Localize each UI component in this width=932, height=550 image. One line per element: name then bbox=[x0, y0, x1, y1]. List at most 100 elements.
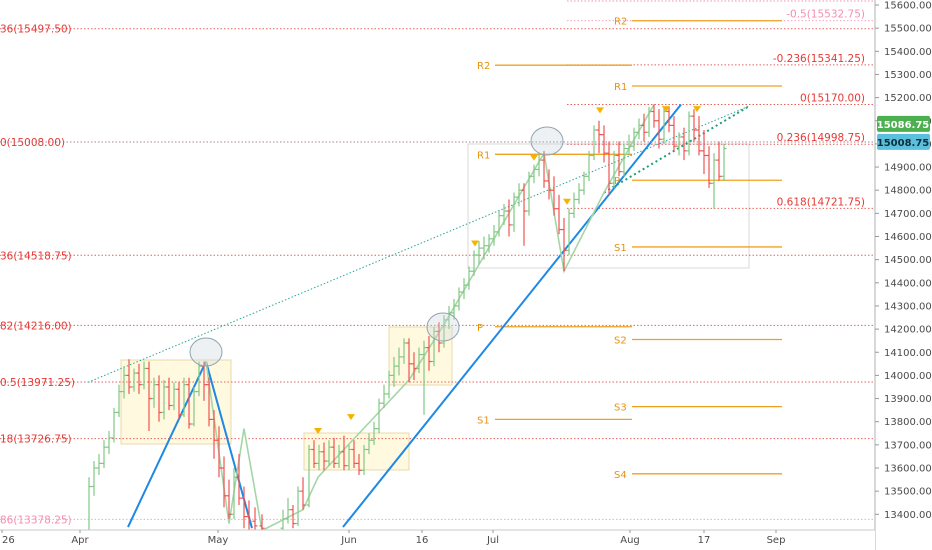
uptrend-1 bbox=[127, 361, 207, 528]
price-bar bbox=[300, 477, 306, 510]
price-bar bbox=[161, 380, 167, 420]
price-bar bbox=[661, 106, 667, 144]
price-bar bbox=[131, 368, 137, 392]
pivot-level-label: R2 bbox=[614, 17, 627, 28]
price-bar bbox=[381, 384, 387, 408]
price-bar bbox=[406, 338, 412, 383]
fib-level-label: 0.236(14998.75) bbox=[777, 132, 865, 144]
price-bar bbox=[416, 347, 422, 374]
pivot-level-label: P bbox=[477, 323, 483, 334]
pivot-level-label: R1 bbox=[614, 82, 627, 93]
price-bar bbox=[606, 141, 612, 195]
price-tick-label: 14500.00 bbox=[884, 255, 932, 266]
price-tick-label: 14900.00 bbox=[884, 163, 932, 174]
price-tag bbox=[877, 115, 930, 132]
fib-level-label: 86(13378.25) bbox=[0, 514, 72, 526]
pivot-level-label: S1 bbox=[477, 415, 490, 426]
price-tick-label: 14100.00 bbox=[884, 348, 932, 359]
pivot-level-label: R2 bbox=[477, 61, 490, 72]
price-bar bbox=[591, 125, 597, 161]
time-tick-label: Jun bbox=[340, 535, 357, 546]
price-tick-label: 14800.00 bbox=[884, 186, 932, 197]
price-bar bbox=[196, 361, 202, 397]
price-bar bbox=[716, 141, 722, 181]
signal-marker bbox=[563, 198, 571, 205]
price-bar bbox=[431, 326, 437, 367]
price-bar bbox=[561, 217, 567, 272]
price-tick-label: 15400.00 bbox=[884, 47, 932, 58]
price-axis-background bbox=[875, 0, 932, 550]
price-bar bbox=[295, 486, 301, 526]
price-bar bbox=[651, 104, 657, 128]
price-bar bbox=[681, 127, 687, 161]
price-bar bbox=[611, 150, 617, 188]
price-bar bbox=[141, 361, 147, 390]
price-bar bbox=[516, 183, 522, 207]
price-bar bbox=[696, 116, 702, 156]
price-bar bbox=[371, 421, 377, 445]
price-bar bbox=[531, 164, 537, 184]
price-bar bbox=[326, 440, 332, 466]
price-bar bbox=[596, 120, 602, 154]
price-bar bbox=[546, 169, 552, 200]
price-tick-label: 14000.00 bbox=[884, 371, 932, 382]
price-bar bbox=[496, 211, 502, 237]
price-tag bbox=[877, 133, 930, 150]
pivot-level-label: S3 bbox=[614, 403, 627, 414]
price-tag-label: 15008.75 bbox=[877, 138, 930, 149]
price-bar bbox=[646, 106, 652, 137]
price-bar bbox=[121, 366, 127, 399]
price-bar bbox=[446, 305, 452, 330]
price-bar bbox=[176, 382, 182, 420]
price-tick-label: 14300.00 bbox=[884, 301, 932, 312]
price-bar bbox=[711, 153, 717, 209]
price-bar bbox=[331, 437, 337, 468]
price-bar bbox=[666, 106, 672, 133]
price-bar bbox=[466, 266, 472, 290]
fibonacci-levels: -0.5(15532.75) -0.236(15341.25) 0(15170.00… bbox=[0, 0, 875, 526]
price-bar bbox=[631, 127, 637, 151]
time-tick-label: Jul bbox=[486, 535, 499, 546]
price-bar bbox=[686, 111, 692, 156]
price-bar bbox=[191, 386, 197, 427]
price-bar bbox=[436, 322, 442, 353]
price-bar bbox=[311, 440, 317, 468]
price-bar bbox=[91, 461, 97, 496]
signal-marker bbox=[471, 240, 479, 247]
price-bar bbox=[441, 315, 447, 348]
price-bar bbox=[116, 384, 122, 418]
price-bar bbox=[486, 234, 492, 253]
price-bar bbox=[536, 153, 542, 177]
pivot-level-label: S2 bbox=[614, 336, 627, 347]
price-tick-label: 15600.00 bbox=[884, 1, 932, 12]
price-bar bbox=[676, 132, 682, 156]
fib-level-label: 18(13726.75) bbox=[0, 434, 72, 446]
price-bar bbox=[521, 183, 527, 246]
price-bar bbox=[206, 377, 212, 427]
price-bar bbox=[351, 440, 357, 468]
time-tick-label: Aug bbox=[620, 535, 640, 546]
pivot-level-label: S1 bbox=[614, 243, 627, 254]
pivot-level-label: R1 bbox=[477, 150, 490, 161]
price-bar bbox=[221, 456, 227, 508]
time-tick-label: 17 bbox=[698, 535, 711, 546]
price-bar bbox=[231, 468, 237, 519]
time-tick-label: May bbox=[208, 535, 229, 546]
price-bar bbox=[106, 430, 112, 455]
price-axis[interactable]: 15600.00 15500.00 15400.00 15300.00 15200.00… bbox=[874, 0, 932, 550]
price-bar bbox=[601, 125, 607, 163]
price-bar bbox=[336, 444, 342, 468]
fib-level-label: 36(15497.50) bbox=[0, 24, 72, 36]
time-tick-label: 26 bbox=[2, 535, 15, 546]
price-bar bbox=[166, 377, 172, 411]
price-bar bbox=[701, 130, 707, 174]
price-bar bbox=[526, 171, 532, 216]
price-bar bbox=[706, 146, 712, 188]
price-bar bbox=[391, 356, 397, 387]
price-bar bbox=[636, 118, 642, 140]
signal-marker bbox=[693, 106, 701, 113]
time-axis[interactable]: 26 Apr May Jun 16 Jul Aug 17 Sep bbox=[0, 529, 875, 550]
price-bar bbox=[376, 398, 382, 434]
price-bar bbox=[171, 382, 177, 411]
